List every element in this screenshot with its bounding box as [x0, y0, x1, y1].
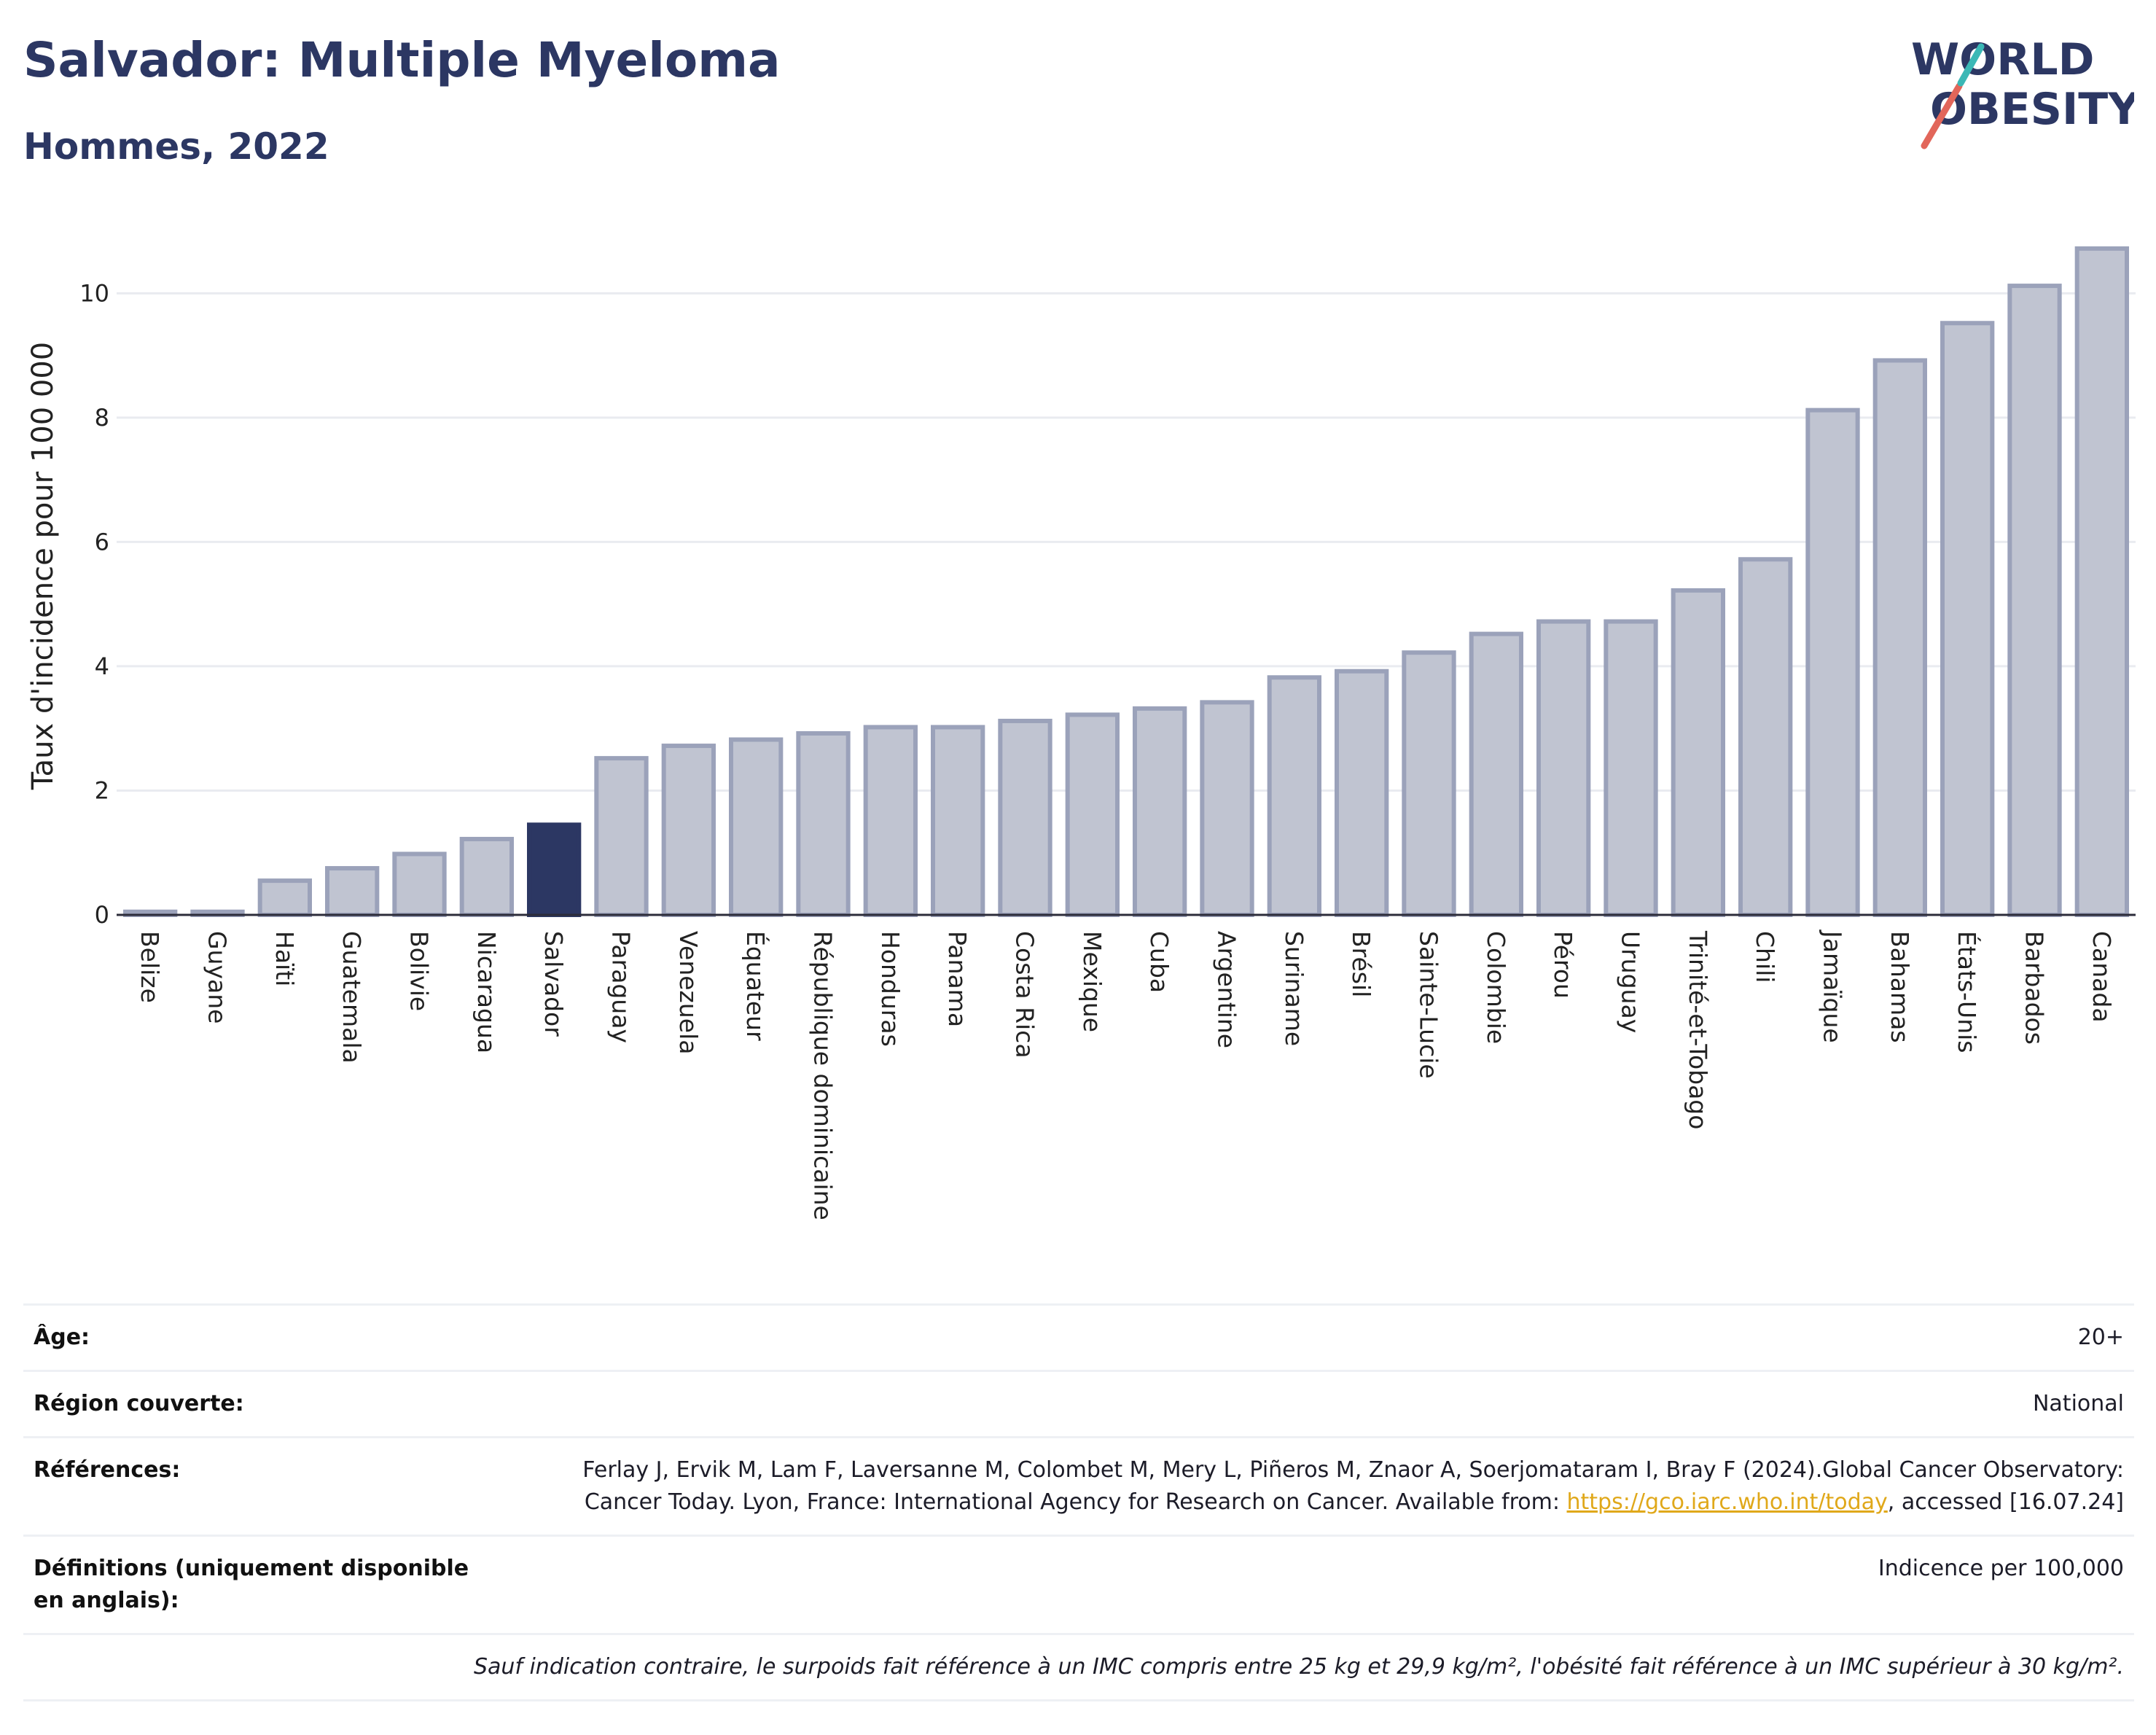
bar-uruguay[interactable] [1604, 619, 1658, 917]
x-tick-label: Belize [136, 931, 164, 1003]
bar-bahamas[interactable] [1872, 358, 1927, 917]
bar-costa-rica[interactable] [998, 718, 1052, 917]
bar-colombie[interactable] [1469, 631, 1523, 917]
x-tick-label: Guyane [203, 931, 232, 1024]
references-link[interactable]: https://gco.iarc.who.int/today [1566, 1489, 1888, 1515]
x-tick-label: États-Unis [1953, 931, 1982, 1053]
bar-guatemala[interactable] [325, 866, 380, 917]
bar-salvador[interactable] [527, 822, 582, 917]
y-axis-ticks: 0 2 4 6 8 10 [79, 279, 109, 929]
region-value: National [510, 1370, 2134, 1438]
y-tick-label: 10 [79, 279, 109, 307]
x-tick-label: Haïti [270, 931, 299, 986]
bar-canada[interactable] [2074, 246, 2129, 917]
y-tick-label: 2 [95, 776, 109, 804]
x-tick-label: Honduras [876, 931, 905, 1047]
logo-slash-teal [1957, 43, 1985, 87]
y-tick-label: 4 [95, 652, 109, 680]
row-references: Références: Ferlay J, Ervik M, Lam F, La… [23, 1436, 2134, 1537]
bar-honduras[interactable] [863, 725, 918, 918]
x-tick-label: Costa Rica [1011, 931, 1039, 1058]
bar-cuba[interactable] [1133, 706, 1187, 917]
y-tick-label: 8 [95, 404, 109, 432]
x-tick-label: Canada [2087, 931, 2116, 1023]
x-tick-label: Sainte-Lucie [1415, 931, 1443, 1079]
references-accessed: , accessed [16.07.24] [1887, 1489, 2124, 1515]
references-text: Ferlay J, Ervik M, Lam F, Laversanne M, … [582, 1457, 2124, 1515]
age-value: 20+ [510, 1303, 2134, 1372]
bar-pérou[interactable] [1536, 619, 1591, 917]
metadata-table: Âge: 20+ Région couverte: National Référ… [23, 1303, 2134, 1701]
bar-paraguay[interactable] [594, 756, 649, 917]
row-region: Région couverte: National [23, 1370, 2134, 1438]
bar-haïti[interactable] [257, 878, 312, 917]
x-tick-label: Trinité-et-Tobago [1684, 930, 1712, 1129]
x-tick-label: Nicaragua [472, 931, 501, 1053]
x-tick-label: Jamaïque [1819, 929, 1847, 1043]
x-tick-label: Cuba [1145, 931, 1173, 993]
logo-word-1: WORLD [1911, 34, 2094, 85]
bar-jamaïque[interactable] [1805, 408, 1860, 917]
bar-sainte-lucie[interactable] [1402, 650, 1456, 917]
bars [123, 246, 2129, 918]
x-tick-label: Argentine [1213, 931, 1241, 1048]
bar-brésil[interactable] [1335, 668, 1389, 917]
x-tick-label: Mexique [1078, 931, 1106, 1032]
x-tick-label: Barbados [2020, 931, 2049, 1045]
x-tick-label: République dominicaine [809, 931, 837, 1220]
x-tick-label: Venezuela [674, 931, 703, 1054]
x-tick-label: Panama [943, 931, 972, 1027]
bar-états-unis[interactable] [1940, 321, 1995, 917]
row-definitions: Définitions (uniquement disponible en an… [23, 1535, 2134, 1635]
logo-slash-red [1921, 82, 1963, 149]
row-note: Sauf indication contraire, le surpoids f… [23, 1633, 2134, 1701]
row-age: Âge: 20+ [23, 1303, 2134, 1372]
x-tick-label: Uruguay [1617, 931, 1645, 1033]
x-tick-label: Paraguay [607, 931, 636, 1043]
x-tick-label: Salvador [539, 931, 568, 1037]
definitions-value: Indicence per 100,000 [510, 1535, 2134, 1635]
x-tick-label: Colombie [1482, 931, 1510, 1044]
chart-subtitle: Hommes, 2022 [23, 125, 329, 168]
region-label: Région couverte: [23, 1370, 510, 1438]
bar-mexique[interactable] [1065, 712, 1120, 917]
x-tick-label: Chili [1751, 931, 1779, 983]
bar-nicaragua[interactable] [459, 836, 514, 918]
definitions-label: Définitions (uniquement disponible en an… [23, 1535, 510, 1635]
x-tick-label: Bolivie [405, 931, 434, 1011]
x-tick-label: Suriname [1280, 931, 1308, 1046]
world-obesity-logo: WORLD OBESITY [1911, 34, 2134, 149]
bar-argentine[interactable] [1200, 700, 1254, 917]
bar-république-dominicaine[interactable] [796, 731, 851, 918]
bar-bolivie[interactable] [392, 851, 447, 917]
x-axis-ticks: Belize Guyane Haïti Guatemala Bolivie Nicarag… [136, 929, 2116, 1220]
x-tick-label: Pérou [1549, 931, 1577, 999]
bar-trinité-et-tobago[interactable] [1671, 588, 1725, 917]
bar-barbados[interactable] [2007, 284, 2062, 917]
x-tick-label: Guatemala [337, 931, 366, 1064]
chart-title: Salvador: Multiple Myeloma [23, 32, 781, 88]
y-tick-label: 6 [95, 528, 109, 555]
references-label: Références: [23, 1436, 510, 1537]
bar-suriname[interactable] [1267, 675, 1321, 917]
bar-venezuela[interactable] [661, 744, 716, 917]
age-label: Âge: [23, 1303, 510, 1372]
x-tick-label: Bahamas [1886, 931, 1914, 1043]
x-tick-label: Brésil [1347, 931, 1375, 997]
bar-chart: 0 2 4 6 8 10 Belize Guyane Haïti Guatemala Bolivi… [26, 246, 2136, 1220]
y-axis-label: Taux d'incidence pour 100 000 [26, 342, 60, 790]
bar-panama[interactable] [931, 725, 985, 918]
x-tick-label: Équateur [741, 931, 770, 1041]
footnote: Sauf indication contraire, le surpoids f… [23, 1633, 2134, 1701]
references-value: Ferlay J, Ervik M, Lam F, Laversanne M, … [510, 1436, 2134, 1537]
bar-chili[interactable] [1738, 557, 1793, 918]
y-tick-label: 0 [95, 901, 109, 929]
bar-équateur[interactable] [729, 737, 784, 917]
logo-word-2: OBESITY [1930, 84, 2134, 135]
